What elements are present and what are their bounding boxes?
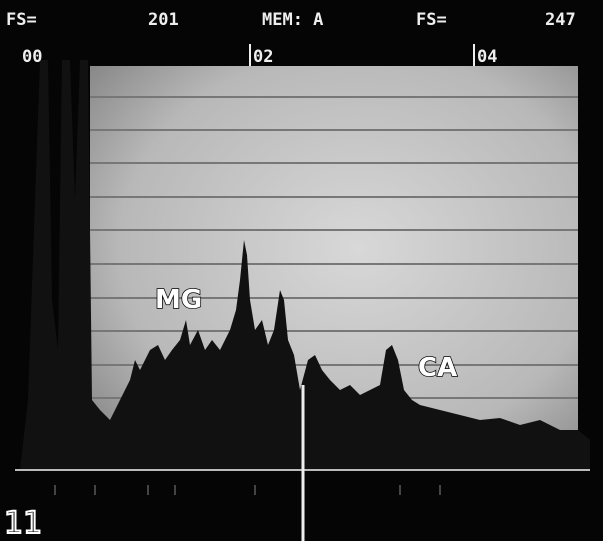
annotation: MG [155, 285, 202, 315]
fs-value: 247 [545, 10, 576, 30]
figure-number: 11 [4, 506, 42, 541]
marker-label: 02 [253, 47, 273, 67]
fs-label: FS= [416, 10, 447, 30]
fs-value: 201 [148, 10, 179, 30]
marker-label: 00 [22, 47, 42, 67]
channel-ticks [54, 485, 441, 495]
memory: MEM: A [262, 10, 323, 30]
fs-label: FS= [6, 10, 37, 30]
annotation: CA [418, 353, 457, 383]
spectrum [20, 60, 590, 470]
marker-label: 04 [477, 47, 497, 67]
